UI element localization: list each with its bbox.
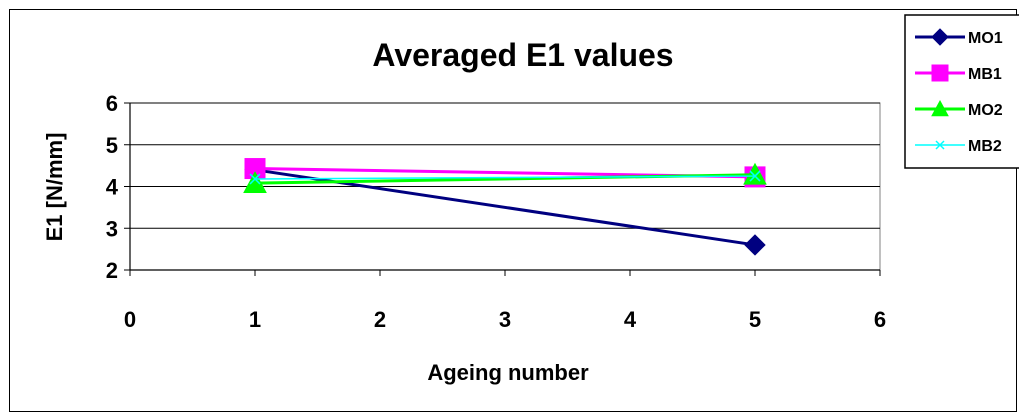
legend-item-mb2: MB2: [915, 138, 1002, 155]
legend-marker: [931, 64, 949, 82]
y-tick-label: 5: [106, 133, 118, 158]
data-point: [743, 162, 767, 185]
legend-label: MB2: [968, 138, 1002, 155]
data-point: [749, 170, 761, 182]
data-point: [243, 171, 267, 194]
series-layer: [243, 158, 767, 256]
x-tick-label: 2: [374, 307, 386, 332]
legend-box: [904, 14, 1019, 169]
data-point: [744, 234, 766, 256]
y-tick-label: 2: [106, 258, 118, 283]
chart-title: Averaged E1 values: [372, 37, 673, 73]
y-tick-label: 4: [106, 175, 119, 200]
data-point: [249, 173, 261, 185]
series-line: [254, 175, 756, 180]
x-tick-label: 5: [749, 307, 761, 332]
legend-marker: [931, 99, 949, 117]
x-tick-label: 0: [124, 307, 136, 332]
axes: 2 3 4 5 6 0 1 2 3 4 5 6: [106, 91, 886, 332]
x-axis-label: Ageing number: [427, 360, 589, 385]
x-tick-label: 6: [874, 307, 886, 332]
series-mb2: [249, 170, 761, 185]
legend-item-mo1: MO1: [915, 28, 1003, 47]
legend-label: MB1: [968, 66, 1002, 83]
legend-marker: [935, 140, 945, 150]
legend: MO1 MB1 MO2 MB2: [904, 14, 1019, 169]
legend-item-mo2: MO2: [915, 99, 1003, 119]
y-axis-label: E1 [N/mm]: [42, 133, 67, 242]
y-tick-label: 3: [106, 216, 118, 241]
legend-marker: [931, 28, 949, 46]
x-tick-label: 1: [249, 307, 261, 332]
y-tick-label: 6: [106, 91, 118, 116]
legend-label: MO1: [968, 30, 1003, 47]
x-tick-label: 4: [624, 307, 637, 332]
x-tick-label: 3: [499, 307, 511, 332]
legend-label: MO2: [968, 102, 1003, 119]
legend-item-mb1: MB1: [915, 64, 1002, 83]
